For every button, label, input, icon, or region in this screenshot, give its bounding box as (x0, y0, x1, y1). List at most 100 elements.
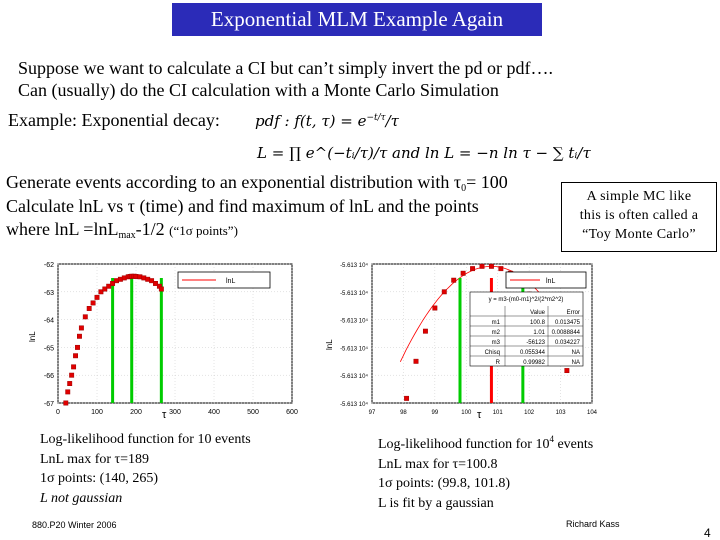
data-point (158, 286, 164, 292)
data-point (460, 270, 466, 276)
x-tick-label: 98 (400, 410, 407, 416)
x-tick-label: 600 (286, 409, 298, 416)
author-label: Richard Kass (566, 519, 620, 529)
where-text: where lnL =lnL (6, 219, 119, 239)
data-point (71, 364, 77, 370)
data-point (69, 372, 75, 378)
data-point (77, 333, 82, 339)
fit-cell: -56123 (526, 340, 545, 346)
y-tick-label: -62 (44, 262, 54, 269)
title-bar: Exponential MLM Example Again (172, 3, 542, 36)
y-tick-label: -5.613 10⁴ (340, 262, 368, 269)
data-point (90, 300, 96, 306)
x-tick-label: 100 (91, 409, 103, 416)
data-point (451, 277, 457, 283)
fit-formula: y = m3-(m0-m1)^2/(2*m2^2) (489, 297, 564, 303)
max-subscript: max (118, 230, 136, 241)
y-tick-label: -5.613 10⁴ (340, 401, 368, 408)
caption-left-2: LnL max for τ=189 (40, 451, 150, 467)
y-tick-label: -67 (44, 401, 54, 408)
pdf-formula-main: pdf : f(t, τ) = e (255, 112, 367, 130)
caption-right: Log-likelihood function for 104 events L… (378, 430, 593, 513)
fit-cell: 100.8 (530, 320, 546, 326)
data-point (73, 353, 78, 359)
y-gridlines (58, 263, 292, 404)
fit-header-cell: Error (567, 310, 580, 316)
y-tick-label: -5.613 10⁴ (340, 373, 368, 380)
data-point (432, 305, 438, 311)
data-point (110, 281, 116, 286)
data-point (149, 278, 155, 284)
likelihood-formula: L = ∏ e^(−tᵢ/τ)/τ and ln L = −n ln τ − ∑… (257, 144, 591, 162)
fit-cell: 0.034227 (555, 340, 581, 346)
x-tick-label: 103 (556, 410, 567, 416)
data-point (94, 294, 100, 300)
note-line-2: this is often called a (579, 208, 699, 223)
data-point (441, 289, 447, 295)
data-point (488, 263, 494, 269)
fit-cell: m1 (492, 320, 501, 326)
calculate-line: Calculate lnL vs τ (time) and find maxim… (6, 196, 479, 216)
toy-mc-note: A simple MC like this is often called a … (561, 182, 717, 252)
intro-line-1: Suppose we want to calculate a CI but ca… (18, 58, 554, 78)
fit-cell: 1.01 (533, 330, 545, 336)
chart-10k-events: 97 98 99 100 101 102 103 104 -5.613 10⁴-5.613 1… (325, 262, 598, 421)
fit-header-cell: Value (530, 310, 546, 316)
data-point (422, 328, 428, 334)
marker-lines (111, 278, 163, 403)
y-tick-label: -63 (44, 290, 54, 297)
x-tick-label: 200 (130, 409, 142, 416)
data-point (86, 306, 92, 311)
one-sigma-points: (“1σ points”) (169, 223, 238, 238)
fit-cell: m3 (492, 340, 501, 346)
y-tick-label: -5.613 10⁴ (340, 318, 368, 325)
data-point (153, 281, 158, 286)
x-tick-label: 0 (56, 409, 60, 416)
x-tick-label: 300 (169, 409, 181, 416)
fit-table-frame (469, 291, 584, 367)
data-point (63, 400, 69, 406)
x-tick-label: 500 (247, 409, 259, 416)
pdf-formula: pdf : f(t, τ) = e−t/τ/τ (255, 112, 399, 130)
caption-right-4: L is fit by a gaussian (378, 495, 494, 511)
data-point (404, 395, 410, 401)
fit-results-table: y = m3-(m0-m1)^2/(2*m2^2) Value Error m1 100… (469, 291, 584, 367)
legend-label: lnL (546, 278, 555, 285)
data-point (67, 381, 73, 386)
y-tick-label: -5.613 10⁴ (340, 290, 368, 297)
fit-cell: 0.0088844 (552, 330, 581, 336)
data-point (106, 283, 112, 289)
fit-cell: NA (572, 360, 580, 366)
fit-cell: 0.99982 (523, 360, 545, 366)
caption-right-sup: 4 (549, 434, 554, 444)
caption-left-4: L not gaussian (40, 490, 123, 506)
fit-cell: NA (572, 350, 580, 356)
x-tick-labels: 0 100 200 300 400 500 600 (56, 409, 298, 416)
data-point (65, 389, 71, 395)
note-line-1: A simple MC like (586, 189, 692, 204)
x-tick-label: 97 (369, 410, 376, 416)
pdf-formula-exp: −t/τ (366, 113, 386, 123)
caption-right-3: 1σ points: (99.8, 101.8) (378, 476, 510, 491)
fit-cell: m2 (492, 330, 501, 336)
example-label: Example: Exponential decay: (8, 110, 220, 130)
y-tick-label: -64 (44, 318, 54, 325)
data-point (564, 368, 570, 374)
course-label: 880.P20 Winter 2006 (32, 520, 117, 530)
note-line-3: “Toy Monte Carlo” (582, 227, 696, 242)
x-axis-label: τ (162, 409, 167, 421)
x-gridlines (57, 264, 293, 403)
x-tick-label: 104 (587, 410, 598, 416)
data-point (479, 263, 485, 269)
legend-box (505, 271, 587, 289)
chart-10-events: 0 100 200 300 400 500 600 -62 -63 -64 -65 -66 -67 l… (28, 262, 298, 421)
data-point (78, 325, 84, 331)
data-point (413, 358, 419, 364)
pdf-formula-tail: /τ (385, 112, 399, 130)
caption-right-1a: Log-likelihood function for 10 (378, 437, 550, 452)
data-point (470, 266, 476, 272)
caption-left-1: Log-likelihood function for 10 events (40, 432, 251, 447)
fit-cell: 0.013475 (555, 320, 581, 326)
caption-left-3: 1σ points: (140, 265) (40, 471, 158, 486)
generate-text: Generate events according to an exponent… (6, 172, 462, 192)
